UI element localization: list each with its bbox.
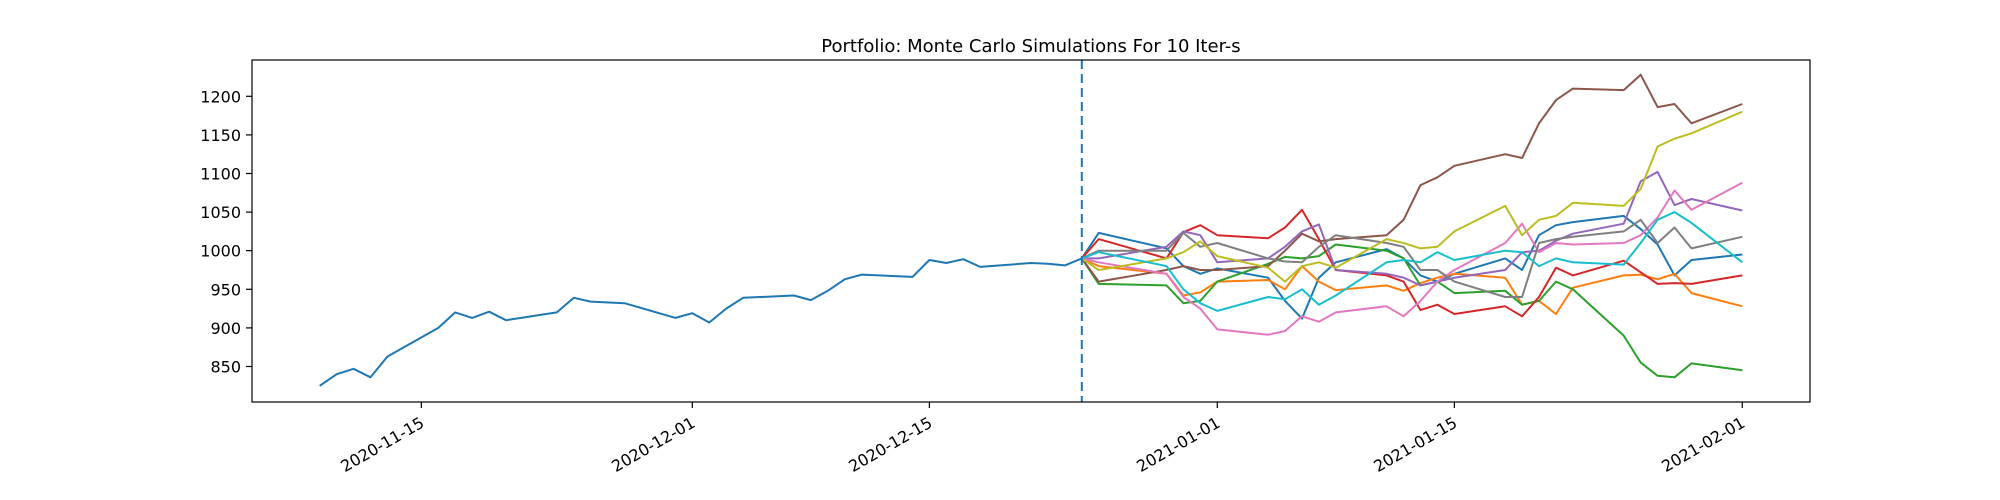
simulation-line-2 (1081, 257, 1743, 315)
x-tick-label: 2021-01-01 (1133, 413, 1223, 476)
simulation-line-6 (1080, 73, 1743, 283)
x-tick-label: 2020-12-01 (608, 413, 698, 476)
series-layer (319, 73, 1743, 387)
simulation-line-10 (1081, 211, 1743, 312)
history-line (319, 257, 1083, 387)
y-tick-label: 850 (210, 357, 241, 376)
x-tick-label: 2021-01-15 (1370, 413, 1460, 476)
x-tick-label: 2021-02-01 (1658, 413, 1748, 476)
simulation-line-7 (1081, 181, 1743, 336)
y-tick-label: 1150 (200, 126, 241, 145)
axes-layer: 850 900 950 1000 1050 1100 1150 1200 2020-11-15 2… (200, 87, 1748, 476)
y-tick-label: 950 (210, 280, 241, 299)
y-tick-label: 1000 (200, 242, 241, 261)
y-tick-label: 900 (210, 319, 241, 338)
y-tick-label: 1100 (200, 164, 241, 183)
plot-frame (251, 59, 1811, 403)
y-tick-label: 1050 (200, 203, 241, 222)
simulation-line-9 (1081, 110, 1743, 283)
x-tick-label: 2020-11-15 (337, 413, 427, 476)
x-tick-label: 2020-12-15 (845, 413, 935, 476)
simulation-line-4 (1081, 208, 1743, 318)
y-tick-label: 1200 (200, 87, 241, 106)
simulation-line-5 (1081, 170, 1743, 287)
chart-title: Portfolio: Monte Carlo Simulations For 1… (821, 36, 1240, 57)
